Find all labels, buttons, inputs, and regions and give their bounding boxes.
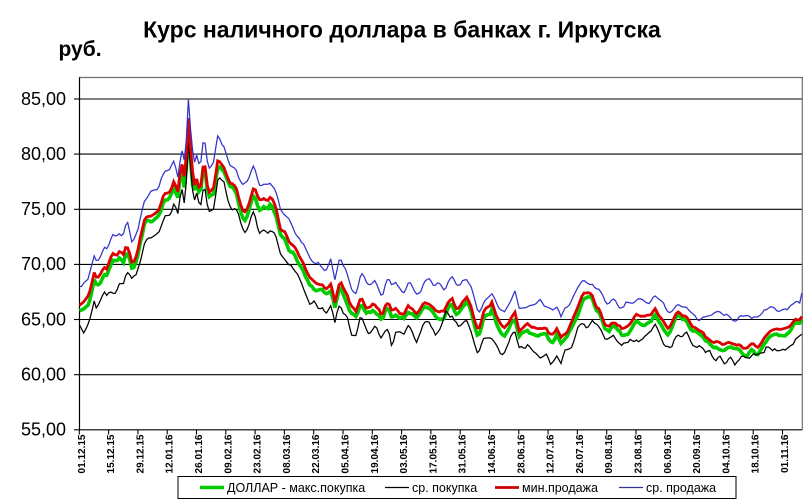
svg-text:04.10.16: 04.10.16 — [721, 434, 732, 473]
svg-text:03.05.16: 03.05.16 — [399, 434, 410, 473]
svg-text:60,00: 60,00 — [21, 365, 66, 385]
svg-text:Курс наличного доллара в банка: Курс наличного доллара в банках г. Иркут… — [143, 17, 661, 43]
svg-text:15.12.15: 15.12.15 — [106, 434, 117, 473]
svg-text:ср. покупка: ср. покупка — [412, 481, 477, 495]
svg-text:31.05.16: 31.05.16 — [458, 434, 469, 473]
svg-text:17.05.16: 17.05.16 — [428, 434, 439, 473]
svg-text:09.02.16: 09.02.16 — [223, 434, 234, 473]
svg-text:09.08.16: 09.08.16 — [604, 434, 615, 473]
svg-text:14.06.16: 14.06.16 — [487, 434, 498, 473]
svg-text:70,00: 70,00 — [21, 254, 66, 274]
svg-text:55,00: 55,00 — [21, 420, 66, 440]
svg-text:23.02.16: 23.02.16 — [253, 434, 264, 473]
svg-text:05.04.16: 05.04.16 — [341, 434, 352, 473]
svg-text:23.08.16: 23.08.16 — [634, 434, 645, 473]
svg-text:12.07.16: 12.07.16 — [546, 434, 557, 473]
svg-text:18.10.16: 18.10.16 — [751, 434, 762, 473]
svg-text:29.12.15: 29.12.15 — [135, 434, 146, 473]
svg-text:08.03.16: 08.03.16 — [282, 434, 293, 473]
svg-text:01.12.15: 01.12.15 — [77, 434, 88, 473]
svg-text:85,00: 85,00 — [21, 89, 66, 109]
svg-text:руб.: руб. — [59, 38, 102, 61]
svg-text:26.01.16: 26.01.16 — [194, 434, 205, 473]
svg-text:65,00: 65,00 — [21, 309, 66, 329]
svg-text:12.01.16: 12.01.16 — [165, 434, 176, 473]
svg-text:мин.продажа: мин.продажа — [522, 481, 598, 495]
svg-text:75,00: 75,00 — [21, 199, 66, 219]
svg-text:ср. продажа: ср. продажа — [646, 481, 716, 495]
svg-text:28.06.16: 28.06.16 — [516, 434, 527, 473]
svg-text:01.11.16: 01.11.16 — [780, 434, 791, 473]
svg-text:19.04.16: 19.04.16 — [370, 434, 381, 473]
svg-text:26.07.16: 26.07.16 — [575, 434, 586, 473]
svg-text:ДОЛЛАР - макс.покупка: ДОЛЛАР - макс.покупка — [227, 481, 365, 495]
svg-text:22.03.16: 22.03.16 — [311, 434, 322, 473]
svg-text:80,00: 80,00 — [21, 144, 66, 164]
svg-text:20.09.16: 20.09.16 — [692, 434, 703, 473]
svg-text:06.09.16: 06.09.16 — [663, 434, 674, 473]
